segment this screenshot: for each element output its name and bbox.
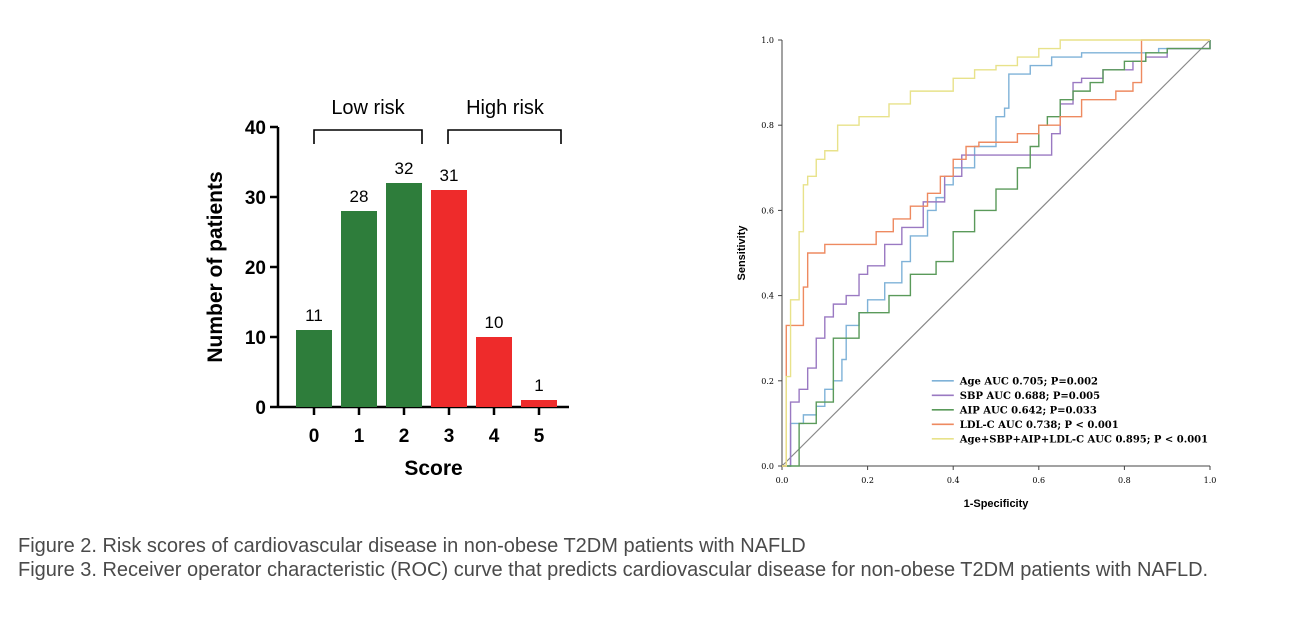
y-tick-label: 30 bbox=[245, 188, 266, 209]
x-tick-label: 0.0 bbox=[776, 476, 789, 485]
x-tick-label: 0.4 bbox=[947, 476, 960, 485]
x-tick-label: 0.6 bbox=[1032, 476, 1045, 485]
figure-3-caption: Figure 3. Receiver operator characterist… bbox=[18, 559, 1209, 581]
data-label: 32 bbox=[395, 159, 414, 178]
figure-2-caption: Figure 2. Risk scores of cardiovascular … bbox=[18, 535, 806, 557]
x-axis-title: 1-Specificity bbox=[964, 498, 1030, 510]
legend-label: Age+SBP+AIP+LDL-C AUC 0.895; P < 0.001 bbox=[959, 434, 1208, 445]
y-axis-title: Sensitivity bbox=[736, 225, 748, 281]
x-tick-label: 2 bbox=[399, 426, 410, 447]
bar bbox=[476, 337, 512, 407]
roc-curve bbox=[782, 39, 1210, 467]
bar bbox=[431, 190, 467, 407]
legend-label: LDL-C AUC 0.738; P < 0.001 bbox=[960, 420, 1119, 431]
y-tick-label: 0.8 bbox=[761, 121, 774, 130]
x-tick-label: 1.0 bbox=[1204, 476, 1217, 485]
x-tick-label: 0 bbox=[309, 426, 320, 447]
group-bracket bbox=[313, 129, 423, 144]
reference-diagonal bbox=[781, 39, 1211, 467]
roc-curve bbox=[782, 40, 1211, 467]
data-label: 10 bbox=[485, 313, 504, 332]
bar bbox=[341, 211, 377, 407]
y-tick-label: 0.6 bbox=[761, 206, 774, 215]
y-axis-title: Number of patients bbox=[204, 171, 227, 362]
x-tick-label: 3 bbox=[444, 426, 455, 447]
legend-label: AIP AUC 0.642; P=0.033 bbox=[959, 405, 1097, 416]
legend-label: SBP AUC 0.688; P=0.005 bbox=[960, 391, 1100, 402]
y-tick-label: 40 bbox=[245, 118, 266, 139]
y-tick-label: 10 bbox=[245, 328, 266, 349]
x-tick-label: 5 bbox=[534, 426, 545, 447]
x-tick-label: 1 bbox=[354, 426, 365, 447]
bar bbox=[521, 400, 557, 407]
x-tick-label: 4 bbox=[489, 426, 500, 447]
data-label: 1 bbox=[534, 376, 543, 395]
bar bbox=[296, 330, 332, 407]
group-label: High risk bbox=[466, 97, 545, 119]
data-label: 11 bbox=[305, 306, 323, 325]
roc-chart: 0.0 0.2 0.4 0.6 0.8 1.0 0.0 0.2 0.4 0.6 0.8 1.0 1-Sp… bbox=[736, 36, 1217, 510]
roc-curve bbox=[782, 40, 1211, 467]
bar bbox=[386, 183, 422, 407]
y-tick-label: 20 bbox=[245, 258, 266, 279]
y-tick-label: 0.4 bbox=[761, 292, 774, 301]
figure-captions: Figure 2. Risk scores of cardiovascular … bbox=[18, 534, 1303, 582]
roc-curve bbox=[782, 39, 1210, 467]
y-tick-label: 1.0 bbox=[761, 36, 774, 45]
x-tick-label: 0.8 bbox=[1118, 476, 1131, 485]
group-bracket bbox=[447, 129, 562, 144]
y-tick-label: 0.0 bbox=[761, 462, 774, 471]
group-label: Low risk bbox=[331, 97, 405, 119]
y-tick-label: 0.2 bbox=[761, 377, 774, 386]
legend-label: Age AUC 0.705; P=0.002 bbox=[959, 376, 1098, 387]
data-label: 31 bbox=[440, 166, 459, 185]
x-axis-title: Score bbox=[404, 457, 462, 480]
x-tick-label: 0.2 bbox=[861, 476, 874, 485]
y-tick-label: 0 bbox=[255, 398, 266, 419]
bar-chart: 0 10 20 30 40 11 0 28 1 32 2 31 3 10 4 1 5 Score Number of… bbox=[204, 97, 569, 480]
data-label: 28 bbox=[350, 187, 369, 206]
